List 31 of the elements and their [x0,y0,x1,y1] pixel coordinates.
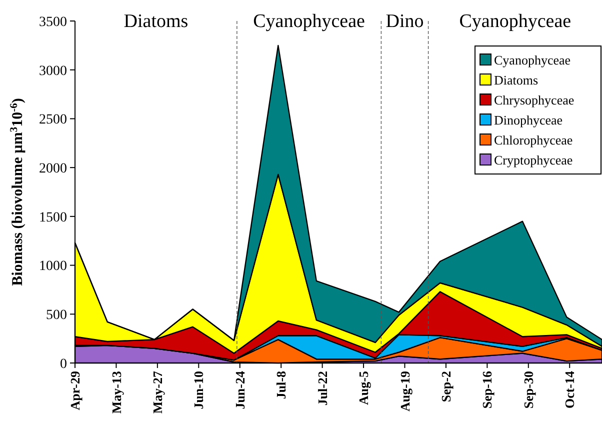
x-tick-label: Aug-5 [356,370,372,405]
y-tick-label: 2000 [39,161,67,176]
annotation: Cyanophyceae [459,11,572,32]
y-tick-label: 1500 [39,210,67,226]
y-tick-label: 3500 [39,14,67,30]
legend-label: Dinophyceae [494,112,563,128]
annotation: Cyanophyceae [253,11,365,32]
legend-label: Diatoms [494,72,538,88]
legend-label: Cryptophyceae [494,152,573,168]
x-tick-label: Apr-29 [68,370,83,410]
legend-label: Cyanophyceae [494,52,571,68]
x-tick-label: May-27 [150,370,165,414]
x-tick-label: Jul-22 [314,371,330,406]
x-tick-label: Sep-30 [520,371,536,409]
x-tick-label: May-13 [108,370,124,414]
x-tick-label: Jul-8 [274,370,289,400]
y-tick-label: 1000 [39,259,67,274]
x-tick-label: Sep-16 [480,370,495,409]
x-tick-label: Sep-2 [438,371,454,402]
legend-label: Chlorophyceae [494,132,573,148]
x-tick-label: Jun-24 [232,370,248,410]
y-tick-label: 2500 [39,112,67,128]
x-tick-label: Oct-14 [562,370,578,409]
annotation: Diatoms [124,11,188,32]
y-tick-label: 0 [60,356,67,372]
y-tick-label: 3000 [39,64,67,79]
x-tick-label: Jun-10 [191,371,206,410]
legend-label: Chrysophyceae [494,92,574,108]
y-tick-label: 500 [46,308,67,324]
x-tick-label: Aug-19 [397,370,412,412]
annotation: Dino [386,11,424,32]
